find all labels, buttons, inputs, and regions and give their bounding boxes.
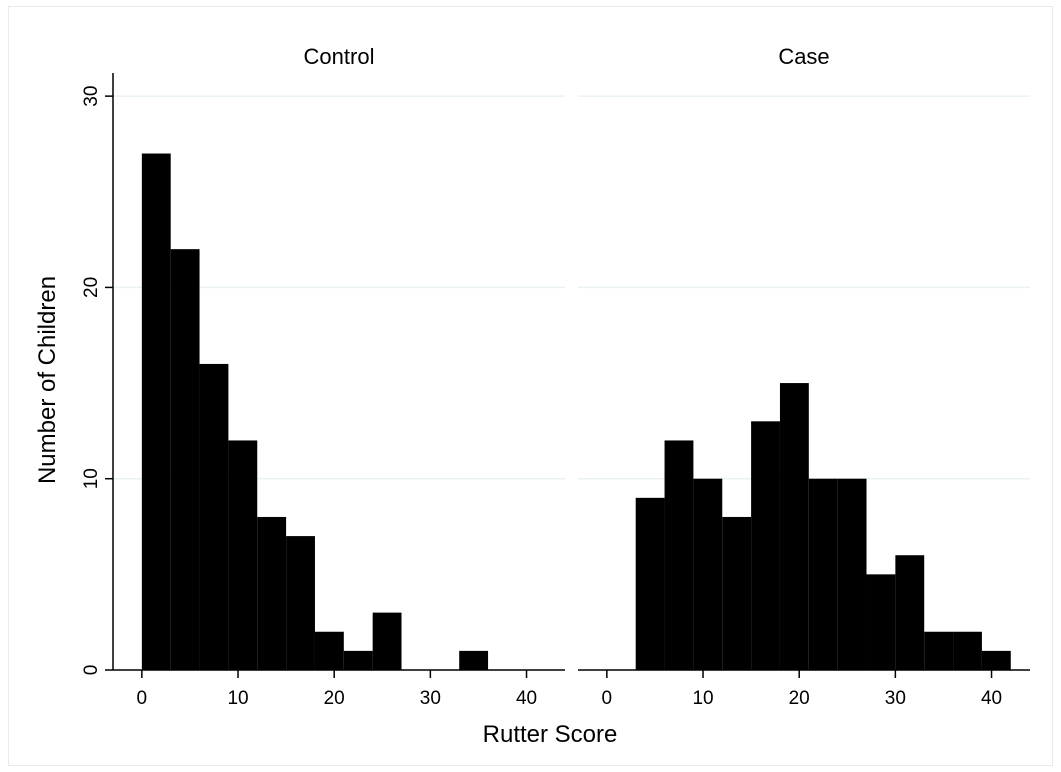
histogram-bar [141,153,171,671]
histogram-bar [779,383,809,670]
y-tick-label: 0 [81,665,102,676]
x-tick-label: 10 [692,688,713,709]
x-tick-label: 20 [789,688,810,709]
histogram-bar [459,650,489,670]
histogram-bar [924,631,954,670]
bars [141,153,1011,671]
histogram-bar [837,478,867,670]
y-tick-label: 20 [81,277,102,298]
grid-lines [113,95,1030,480]
axes [105,73,1030,678]
histogram-bar [372,612,402,670]
x-axis-title: Rutter Score [483,721,618,748]
x-tick-label: 40 [516,688,537,709]
histogram-bar [635,497,665,670]
x-tick-label: 20 [324,688,345,709]
y-tick-label: 10 [81,468,102,489]
x-tick-label: 30 [420,688,441,709]
x-tick-label: 0 [137,688,148,709]
x-tick-label: 40 [981,688,1002,709]
x-tick-label: 10 [227,688,248,709]
y-axis-title: Number of Children [34,276,61,484]
histogram-bar [981,650,1011,670]
histogram-bar [170,249,200,670]
panel-title: Control [304,44,375,69]
x-tick-label: 0 [602,688,613,709]
histogram-bar [722,516,752,670]
histogram-bar [286,536,315,670]
histogram-bar [693,478,723,670]
x-tick-label: 30 [885,688,906,709]
histogram-bar [866,574,896,670]
histogram-bar [343,650,373,670]
panel-title: Case [778,44,829,69]
histogram-bar [895,555,925,670]
histogram-bar [228,440,258,670]
y-tick-label: 30 [81,86,102,107]
labels: 0 10 20 30 40 Control 0 10 20 30 40 Case 0 10 20 30 [81,44,1002,709]
histogram-bar [751,421,780,670]
histogram-bar [257,516,287,670]
histogram-bar [199,363,229,670]
histogram-bar [953,631,982,670]
histogram-bar [314,631,344,670]
histogram-bar [808,478,838,670]
histogram-bar [664,440,694,670]
